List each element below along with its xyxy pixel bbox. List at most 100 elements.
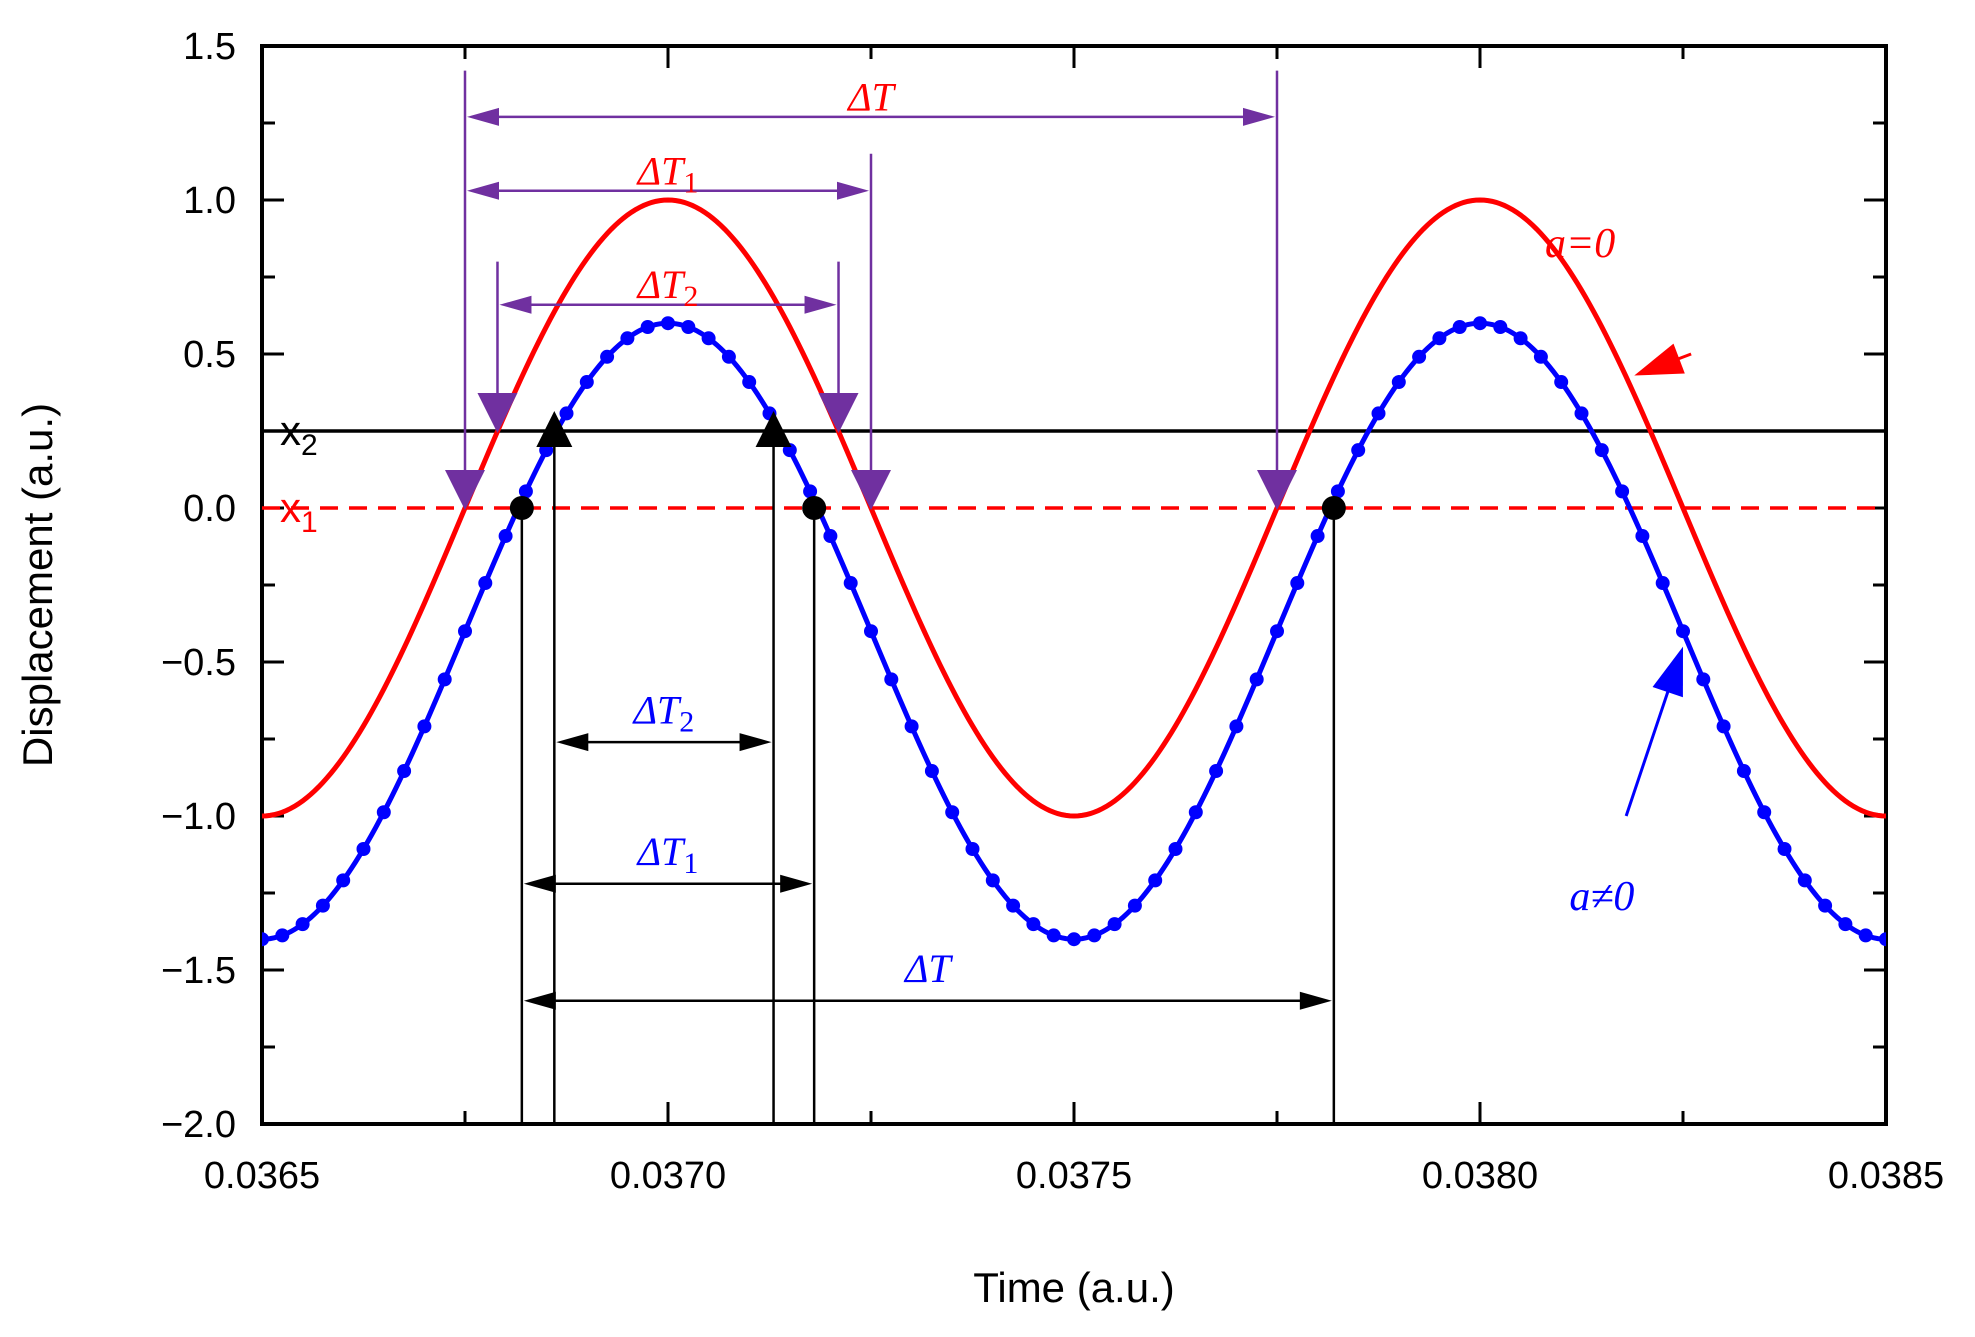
blue-curve-point [823,529,838,544]
blue-curve-point [356,841,371,856]
blue-curve-point [397,764,412,779]
blue-curve-point [1168,841,1183,856]
threshold-lines [262,429,1886,510]
blue-curve-point [640,319,655,334]
x-tick-label: 0.0375 [1016,1155,1132,1197]
blue-curve-point [803,484,818,499]
blue-curve-point [1797,873,1812,888]
x-tick-labels: 0.0365 0.0370 0.0375 0.0380 0.0385 [204,1155,1944,1197]
blue-curve-point [518,484,533,499]
blue-delta-T-arrow-right-head [1299,991,1332,1010]
label-a-neq-0: a≠0 [1569,874,1634,920]
label-a-neq-0-pointer-head [1652,646,1683,698]
blue-curve-x2-up-marker [536,411,573,447]
blue-delta-T1-arrow-left-head [523,874,556,893]
blue-curve-point [1330,484,1345,499]
blue-curve-point [620,331,635,346]
blue-curve-point [1026,917,1041,932]
blue-curve-point [884,672,899,687]
blue-curve-point [458,624,472,639]
blue-curve-point [1493,319,1508,334]
red-curve-x1-up-next-marker [1257,470,1297,510]
blue-curve-point [1513,331,1528,346]
axis-ticks [260,44,1888,1126]
blue-curve-point [864,624,878,639]
x2-label-sub: 2 [301,429,318,462]
x1-label-base: x [280,484,301,531]
red-delta-T-label-base: ΔT [846,74,896,119]
blue-curve-point [1046,928,1061,943]
blue-curve-point [498,529,513,544]
blue-delta-T1-label-sub: 1 [683,847,698,880]
threshold-labels: x2 x1 [280,407,318,539]
blue-delta-T2-label: ΔT2 [632,687,695,738]
blue-curve-point [965,841,980,856]
red-delta-T-label: ΔT [846,74,896,119]
blue-delta-T2-label-base: ΔT [632,687,682,732]
y-axis-title: Displacement (a.u.) [14,403,61,767]
blue-curve-x2-down-marker [755,411,792,447]
blue-curve-point [1716,719,1731,734]
blue-curve-point [1452,319,1467,334]
blue-curve-point [742,375,757,390]
red-curve-x2-down-marker [818,393,859,433]
y-tick-label: 1.5 [183,26,236,68]
blue-curve-point [600,349,615,364]
blue-curve-point [1635,529,1650,544]
curve-labels: a=0 a≠0 [1545,221,1692,920]
x-tick-label: 0.0365 [204,1155,320,1197]
blue-curve-point [1777,841,1792,856]
blue-curve-point [417,719,432,734]
red-curve-a-eq-0 [262,197,1886,819]
red-delta-T2-label-base: ΔT [636,262,686,307]
blue-curve-point [1533,349,1548,364]
blue-curve-point [478,576,493,591]
blue-curve-point [1412,349,1427,364]
blue-curve-point [945,805,960,820]
blue-curve-point [924,764,939,779]
label-a-neq-0-pointer-line [1624,684,1672,817]
blue-delta-T-arrow-left-head [523,991,556,1010]
blue-delta-T1-label-base: ΔT [636,829,686,874]
blue-curve-point [721,349,736,364]
blue-curve-point [1818,898,1833,913]
blue-curve-point [1107,917,1122,932]
x-tick-label: 0.0380 [1422,1155,1538,1197]
y-tick-label: −2.0 [161,1104,236,1146]
blue-curve-point [701,331,716,346]
blue-delta-T1-arrow-right-head [780,874,813,893]
x-axis-title: Time (a.u.) [973,1264,1174,1311]
blue-delta-T-label: ΔT [903,946,953,991]
blue-curve-point [1270,624,1284,639]
blue-curve-point [904,719,919,734]
x1-threshold-label: x1 [280,484,318,539]
label-a-eq-0-pointer-head [1634,343,1685,376]
blue-curve-point [1594,443,1609,458]
red-curve-x1-up-marker [445,470,485,510]
blue-curve-point [275,928,290,943]
crossing-markers [445,393,1346,520]
blue-curve-point [1209,764,1224,779]
blue-curve-point [336,873,351,888]
blue-curve-point [1188,805,1203,820]
blue-curve-point [661,316,675,331]
blue-curve-x1-up-marker [509,496,534,520]
red-delta-T-arrow-left-head [467,107,499,126]
blue-curve-point [1473,316,1487,331]
red-delta-T1-label-sub: 1 [683,166,698,199]
blue-curve-point [1879,932,1886,947]
blue-curve-point [1351,443,1366,458]
blue-curve-point [262,932,269,947]
blue-curve-point [376,805,391,820]
blue-curve-point [843,576,858,591]
blue-curve-point [1087,928,1102,943]
blue-curve-point [1229,719,1244,734]
red-curve-x2-up-marker [477,393,518,433]
blue-curve-x1-up-next-marker [1321,496,1346,520]
red-delta-T-arrow-right-head [1243,107,1275,126]
red-delta-T2-label: ΔT2 [636,262,699,313]
blue-delta-T-label-base: ΔT [903,946,953,991]
blue-curve-point [437,672,452,687]
